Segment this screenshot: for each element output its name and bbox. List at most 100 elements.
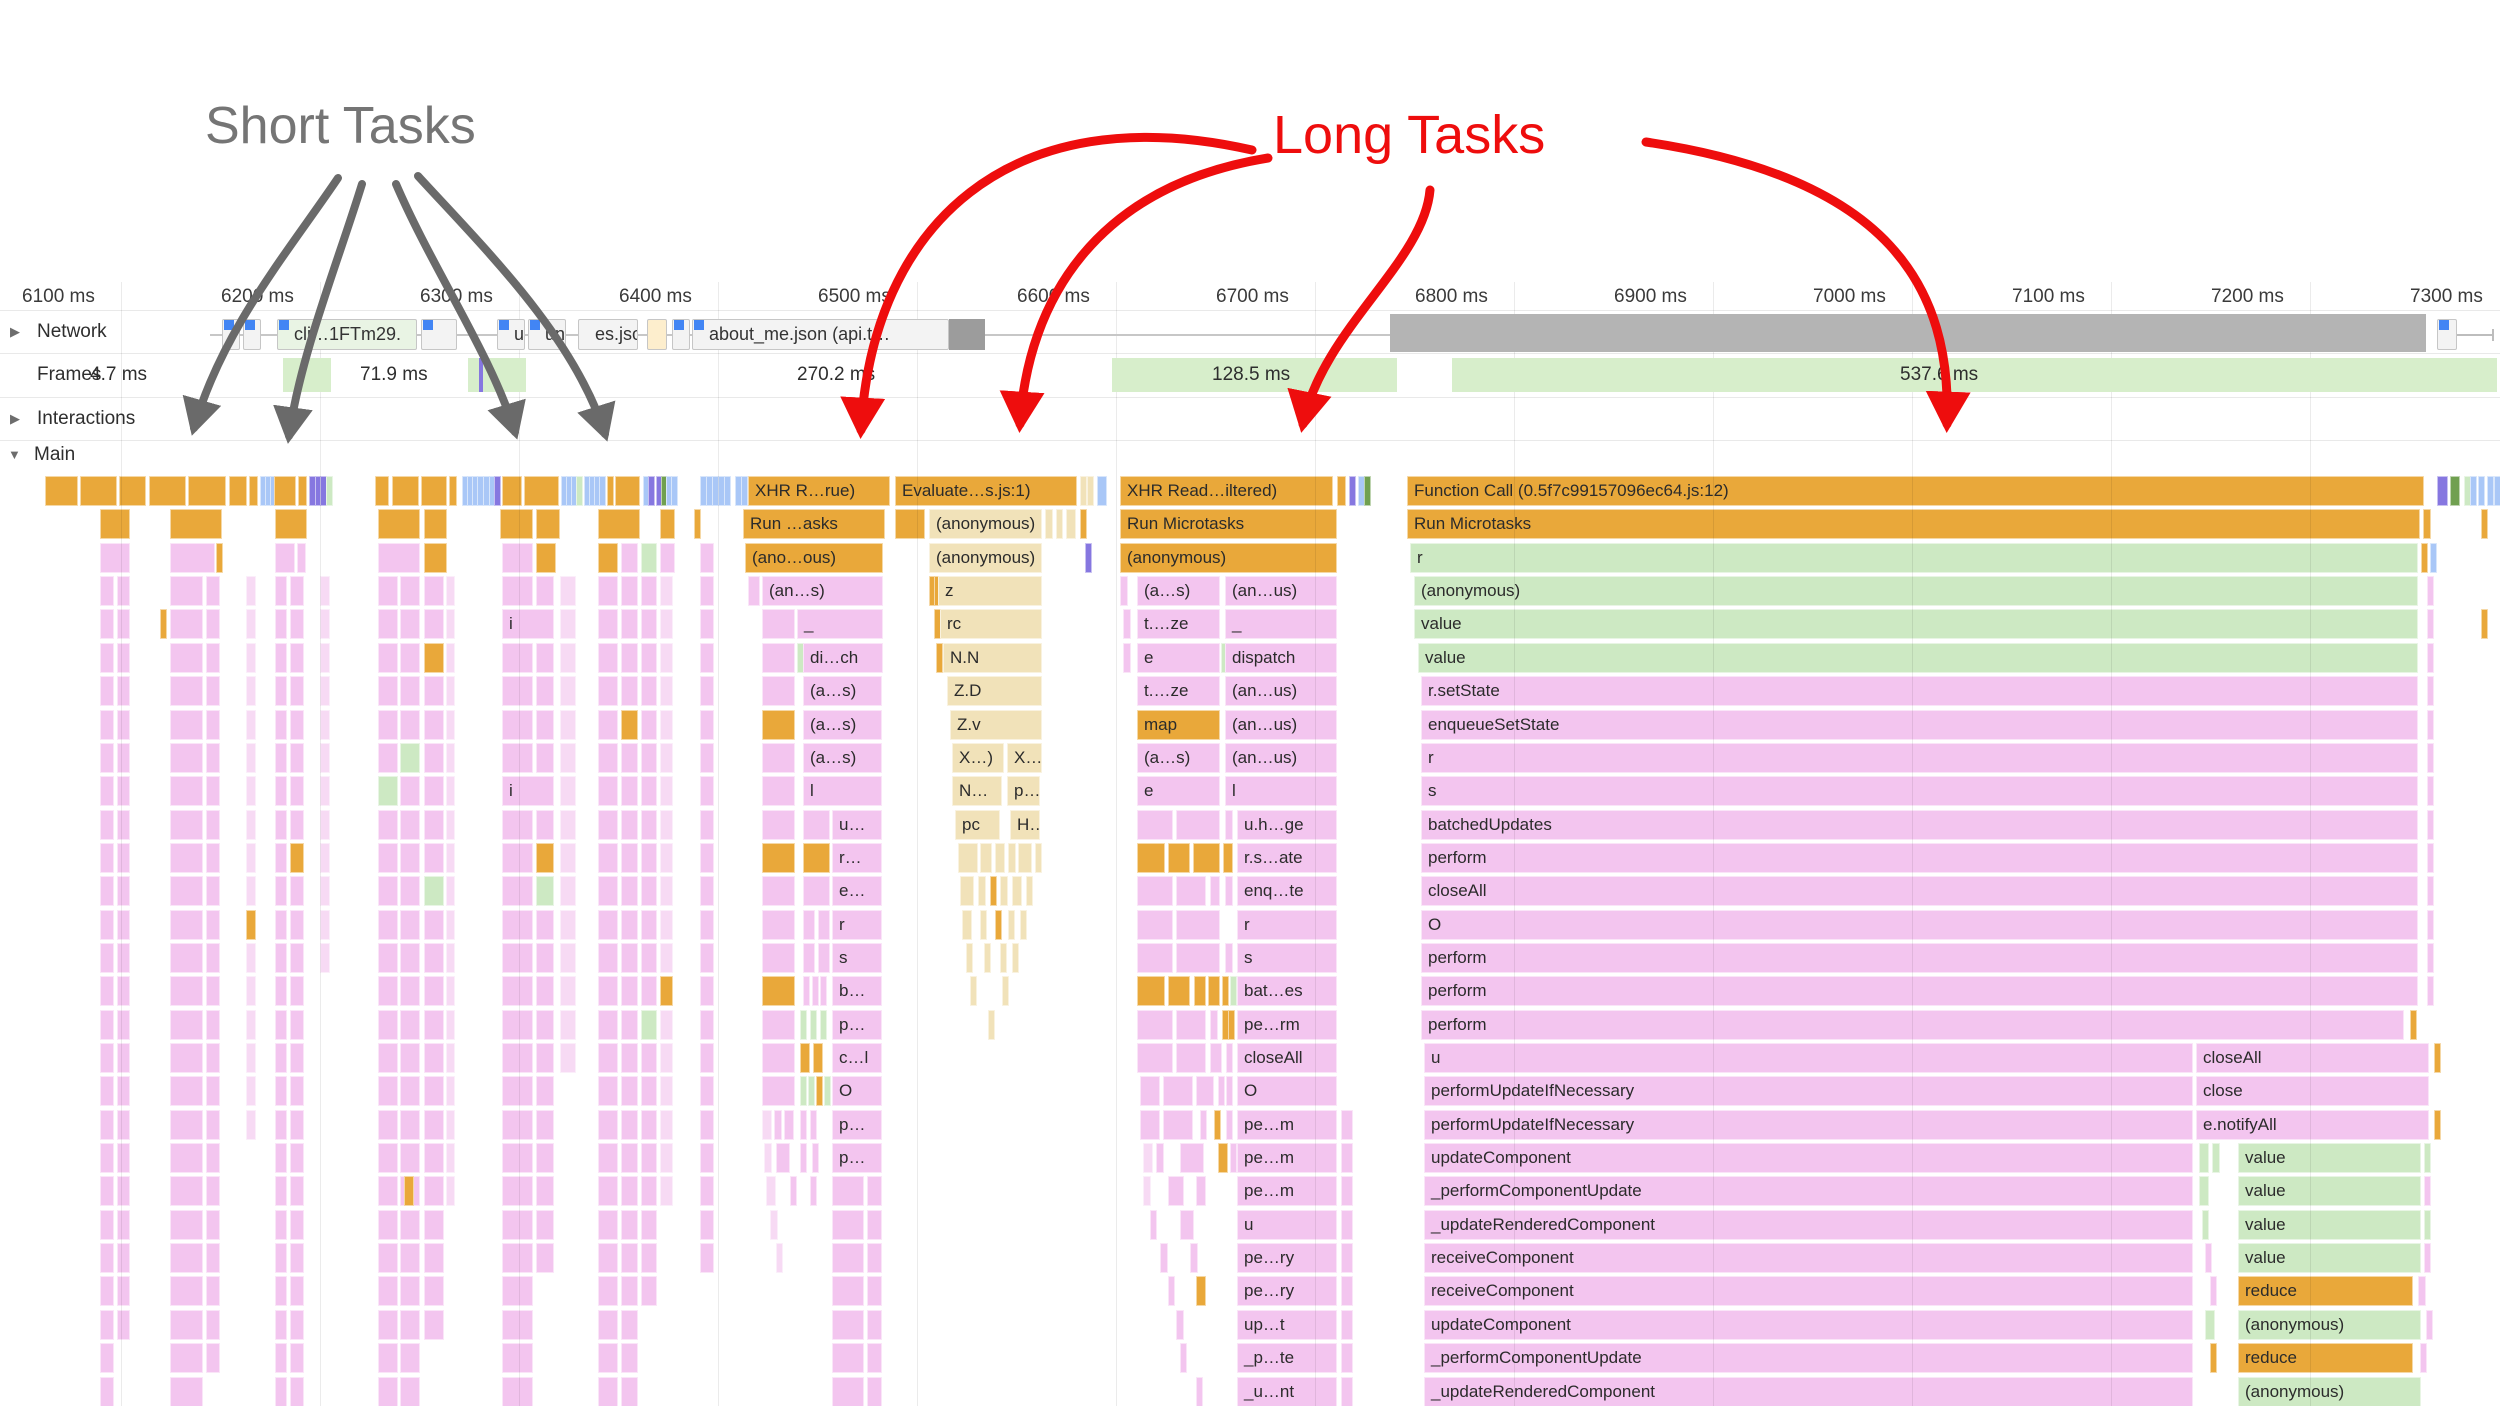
flame-sliver[interactable] <box>290 876 304 907</box>
flame-sliver[interactable] <box>1140 1109 1160 1140</box>
flame-sliver[interactable] <box>700 776 714 807</box>
flame-sliver[interactable] <box>170 1076 203 1107</box>
flame-sliver[interactable] <box>660 976 673 1007</box>
flame-bar[interactable]: closeAll <box>2196 1043 2429 1073</box>
flame-sliver[interactable] <box>117 909 130 940</box>
flame-sliver[interactable] <box>446 876 455 907</box>
flame-sliver[interactable] <box>641 1243 657 1274</box>
flame-sliver[interactable] <box>598 1076 618 1107</box>
flame-sliver[interactable] <box>378 1043 398 1073</box>
flame-sliver[interactable] <box>700 1243 714 1274</box>
flame-sliver[interactable] <box>290 576 304 606</box>
flame-sliver[interactable] <box>818 942 830 973</box>
flame-sliver[interactable] <box>700 1109 714 1140</box>
flame-sliver[interactable] <box>536 942 554 973</box>
flame-bar[interactable]: value <box>2238 1143 2421 1173</box>
flame-sliver[interactable] <box>1341 1309 1353 1340</box>
flame-sliver[interactable] <box>660 709 673 740</box>
flame-bar[interactable]: performUpdateIfNecessary <box>1424 1076 2193 1107</box>
flame-sliver[interactable] <box>2470 476 2477 506</box>
flame-sliver[interactable] <box>275 1109 287 1140</box>
flame-sliver[interactable] <box>246 809 256 840</box>
flame-sliver[interactable] <box>424 709 444 740</box>
flame-bar[interactable]: r <box>1421 742 2418 773</box>
flame-sliver[interactable] <box>290 1309 304 1340</box>
flame-sliver[interactable] <box>392 476 419 506</box>
flame-sliver[interactable] <box>536 909 554 940</box>
flame-sliver[interactable] <box>803 842 830 873</box>
flame-sliver[interactable] <box>446 1076 455 1107</box>
flame-sliver[interactable] <box>700 642 714 673</box>
flame-sliver[interactable] <box>100 1109 114 1140</box>
flame-sliver[interactable] <box>700 1176 714 1207</box>
flame-sliver[interactable] <box>641 876 657 907</box>
flame-sliver[interactable] <box>2418 1276 2426 1307</box>
flame-sliver[interactable] <box>2427 609 2434 640</box>
flame-sliver[interactable] <box>1180 1143 1204 1173</box>
flame-sliver[interactable] <box>1190 1243 1198 1274</box>
flame-sliver[interactable] <box>502 1309 533 1340</box>
flame-sliver[interactable] <box>598 776 618 807</box>
flame-sliver[interactable] <box>320 642 330 673</box>
track-label-interactions[interactable]: Interactions <box>37 408 136 429</box>
flame-sliver[interactable] <box>424 1243 444 1274</box>
flame-sliver[interactable] <box>117 1109 130 1140</box>
flame-sliver[interactable] <box>700 1076 714 1107</box>
flame-sliver[interactable] <box>584 476 591 506</box>
flame-sliver[interactable] <box>275 976 287 1007</box>
flame-sliver[interactable] <box>290 1243 304 1274</box>
flame-sliver[interactable] <box>820 1009 827 1040</box>
flame-sliver[interactable] <box>170 909 203 940</box>
flame-sliver[interactable] <box>378 509 420 540</box>
flame-sliver[interactable] <box>100 842 114 873</box>
flame-bar[interactable]: c…l <box>832 1043 882 1073</box>
flame-sliver[interactable] <box>320 809 330 840</box>
flame-sliver[interactable] <box>598 742 618 773</box>
flame-sliver[interactable] <box>400 609 420 640</box>
flame-sliver[interactable] <box>1056 509 1063 540</box>
flame-sliver[interactable] <box>400 709 420 740</box>
flame-sliver[interactable] <box>766 1176 776 1207</box>
flame-sliver[interactable] <box>700 676 714 707</box>
flame-sliver[interactable] <box>483 476 490 506</box>
flame-sliver[interactable] <box>117 1143 130 1173</box>
flame-sliver[interactable] <box>424 1076 444 1107</box>
flame-sliver[interactable] <box>100 1376 114 1406</box>
flame-sliver[interactable] <box>320 876 330 907</box>
flame-sliver[interactable] <box>378 609 398 640</box>
flame-sliver[interactable] <box>960 876 974 907</box>
flame-sliver[interactable] <box>1163 1109 1193 1140</box>
flame-sliver[interactable] <box>1341 1343 1353 1374</box>
flame-bar[interactable]: pe…ry <box>1237 1276 1337 1307</box>
flame-sliver[interactable] <box>424 809 444 840</box>
flame-sliver[interactable] <box>378 809 398 840</box>
flame-sliver[interactable] <box>502 642 533 673</box>
flame-bar[interactable]: (a…s) <box>1137 742 1220 773</box>
flame-sliver[interactable] <box>560 576 576 606</box>
flame-sliver[interactable] <box>1020 909 1027 940</box>
flame-sliver[interactable] <box>560 976 576 1007</box>
flame-sliver[interactable] <box>45 476 78 506</box>
flame-sliver[interactable] <box>446 1176 455 1207</box>
flame-sliver[interactable] <box>2434 1109 2441 1140</box>
flame-bar[interactable]: bat…es <box>1237 976 1337 1007</box>
flame-sliver[interactable] <box>297 542 306 573</box>
flame-sliver[interactable] <box>378 776 398 807</box>
flame-sliver[interactable] <box>275 1009 287 1040</box>
flame-bar[interactable]: (anonymous) <box>1120 542 1337 573</box>
flame-sliver[interactable] <box>776 1143 790 1173</box>
flame-sliver[interactable] <box>275 1043 287 1073</box>
flame-sliver[interactable] <box>700 909 714 940</box>
flame-sliver[interactable] <box>400 942 420 973</box>
flame-sliver[interactable] <box>1176 876 1206 907</box>
flame-sliver[interactable] <box>980 842 992 873</box>
flame-sliver[interactable] <box>810 1009 817 1040</box>
flame-sliver[interactable] <box>536 842 554 873</box>
flame-sliver[interactable] <box>598 576 618 606</box>
flame-sliver[interactable] <box>170 1176 203 1207</box>
flame-sliver[interactable] <box>641 1076 657 1107</box>
flame-sliver[interactable] <box>598 676 618 707</box>
flame-sliver[interactable] <box>621 1043 638 1073</box>
flame-sliver[interactable] <box>117 676 130 707</box>
flame-sliver[interactable] <box>560 676 576 707</box>
